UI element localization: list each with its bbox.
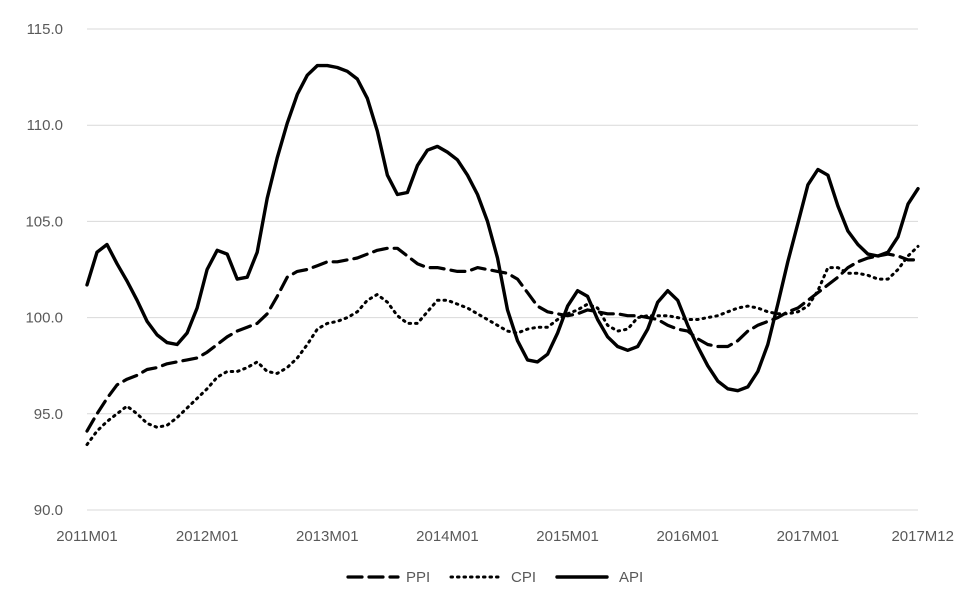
legend-item-api: API — [555, 569, 643, 586]
x-tick-label: 2016M01 — [656, 528, 719, 545]
x-tick-label: 2013M01 — [296, 528, 359, 545]
legend: PPI CPI API — [346, 569, 643, 586]
y-tick-label: 115.0 — [27, 21, 63, 38]
legend-label: CPI — [511, 569, 536, 586]
series-line-ppi — [85, 246, 920, 433]
series-line-cpi — [85, 244, 920, 447]
y-axis-tick-labels: 90.0 95.0 100.0 105.0 110.0 115.0 — [25, 21, 63, 519]
x-tick-label: 2017M01 — [777, 528, 840, 545]
legend-item-ppi: PPI — [346, 569, 430, 586]
legend-label: API — [619, 569, 643, 586]
x-tick-label: 2012M01 — [176, 528, 239, 545]
x-tick-label: 2017M12 — [891, 528, 954, 545]
series-lines — [85, 63, 920, 447]
legend-item-cpi: CPI — [449, 569, 536, 586]
y-tick-label: 110.0 — [27, 117, 63, 134]
gridlines — [87, 28, 918, 511]
y-tick-label: 105.0 — [25, 213, 63, 230]
x-tick-label: 2014M01 — [416, 528, 479, 545]
y-tick-label: 90.0 — [34, 502, 63, 519]
y-tick-label: 95.0 — [34, 406, 63, 423]
series-line-api — [85, 63, 920, 393]
x-tick-label: 2011M01 — [56, 528, 117, 545]
x-axis-tick-labels: 2011M01 2012M01 2013M01 2014M01 2015M01 2016M… — [56, 528, 954, 545]
x-tick-label: 2015M01 — [536, 528, 599, 545]
legend-label: PPI — [406, 569, 430, 586]
y-tick-label: 100.0 — [25, 310, 63, 327]
